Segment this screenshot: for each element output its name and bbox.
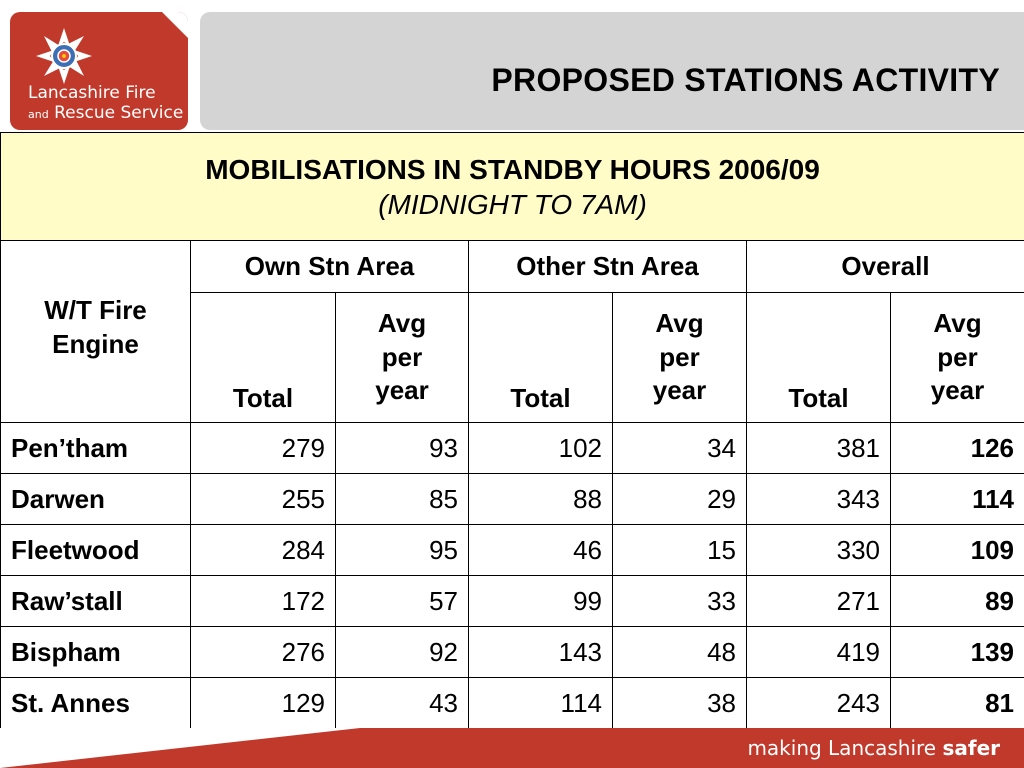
- footer-decoration: [0, 728, 360, 768]
- own-total: 129: [190, 677, 336, 729]
- own-total: 276: [190, 626, 336, 678]
- station-name: Darwen: [0, 473, 191, 525]
- own-avg: 57: [335, 575, 469, 627]
- station-name: St. Annes: [0, 677, 191, 729]
- group-header-overall: Overall: [745, 240, 1024, 293]
- table-caption: MOBILISATIONS IN STANDBY HOURS 2006/09 (…: [0, 132, 1024, 241]
- title-bar: PROPOSED STATIONS ACTIVITY: [200, 12, 1024, 130]
- subheader-other-total: Total: [468, 292, 613, 423]
- other-avg: 33: [612, 575, 747, 627]
- group-header-other: Other Stn Area: [468, 240, 747, 293]
- avg-line-1: Avg: [377, 307, 427, 338]
- own-total: 172: [190, 575, 336, 627]
- page-title: PROPOSED STATIONS ACTIVITY: [491, 62, 1000, 98]
- own-total: 279: [190, 422, 336, 474]
- station-name: Raw’stall: [0, 575, 191, 627]
- overall-avg: 109: [889, 524, 1024, 576]
- logo-line-1: Lancashire Fire: [28, 83, 156, 103]
- overall-total: 419: [746, 626, 891, 678]
- avg-line-2: per: [659, 341, 700, 372]
- group-header-own: Own Stn Area: [190, 240, 469, 293]
- own-total: 255: [190, 473, 336, 525]
- other-total: 88: [468, 473, 613, 525]
- overall-avg: 89: [889, 575, 1024, 627]
- footer-tagline: making Lancashire safer: [747, 736, 1000, 760]
- row-header-line-2: Engine: [52, 328, 139, 359]
- avg-line-2: per: [381, 341, 423, 372]
- other-avg: 15: [612, 524, 747, 576]
- other-avg: 48: [612, 626, 747, 678]
- tagline-bold: safer: [942, 736, 1000, 760]
- station-name: Bispham: [0, 626, 191, 678]
- avg-line-3: year: [930, 375, 985, 406]
- overall-avg: 126: [889, 422, 1024, 474]
- subheader-own-avg: Avg per year: [335, 292, 469, 423]
- logo-and: and: [28, 107, 49, 121]
- row-header-line-1: W/T Fire: [44, 294, 147, 325]
- avg-line-3: year: [375, 375, 429, 406]
- table-row: Bispham 276 92 143 48 419 139: [0, 626, 1024, 678]
- other-total: 46: [468, 524, 613, 576]
- avg-line-1: Avg: [655, 307, 704, 338]
- overall-avg: 114: [889, 473, 1024, 525]
- subheader-own-total: Total: [190, 292, 336, 423]
- table-row: St. Annes 129 43 114 38 243 81: [0, 677, 1024, 729]
- table-row: Pen’tham 279 93 102 34 381 126: [0, 422, 1024, 474]
- caption-subtitle: (MIDNIGHT TO 7AM): [378, 188, 647, 220]
- subheader-overall-total: Total: [746, 292, 891, 423]
- overall-total: 330: [746, 524, 891, 576]
- own-avg: 95: [335, 524, 469, 576]
- row-header-cell: W/T Fire Engine: [0, 240, 191, 423]
- other-total: 143: [468, 626, 613, 678]
- overall-total: 343: [746, 473, 891, 525]
- overall-total: 381: [746, 422, 891, 474]
- logo-line-2-rest: Rescue Service: [54, 102, 184, 123]
- other-total: 99: [468, 575, 613, 627]
- own-avg: 93: [335, 422, 469, 474]
- avg-line-3: year: [652, 375, 707, 406]
- station-name: Pen’tham: [0, 422, 191, 474]
- other-avg: 38: [612, 677, 747, 729]
- table-row: Fleetwood 284 95 46 15 330 109: [0, 524, 1024, 576]
- logo-corner-decoration: [162, 12, 188, 38]
- logo-line-2: and Rescue Service: [28, 102, 184, 124]
- own-total: 284: [190, 524, 336, 576]
- tagline-text: making Lancashire: [747, 736, 937, 760]
- subheader-other-avg: Avg per year: [612, 292, 747, 423]
- avg-line-2: per: [937, 341, 978, 372]
- station-name: Fleetwood: [0, 524, 191, 576]
- own-avg: 92: [335, 626, 469, 678]
- overall-total: 243: [746, 677, 891, 729]
- other-avg: 34: [612, 422, 747, 474]
- other-total: 114: [468, 677, 613, 729]
- caption-title: MOBILISATIONS IN STANDBY HOURS 2006/09: [205, 153, 820, 185]
- logo-wordmark: Lancashire Fire and Rescue Service: [28, 83, 184, 124]
- other-avg: 29: [612, 473, 747, 525]
- footer-bar: making Lancashire safer: [0, 728, 1024, 768]
- mobilisations-table: MOBILISATIONS IN STANDBY HOURS 2006/09 (…: [0, 132, 1024, 729]
- subheader-overall-avg: Avg per year: [889, 292, 1024, 423]
- overall-avg: 81: [889, 677, 1024, 729]
- other-total: 102: [468, 422, 613, 474]
- overall-avg: 139: [889, 626, 1024, 678]
- overall-total: 271: [746, 575, 891, 627]
- avg-line-1: Avg: [933, 307, 982, 338]
- own-avg: 85: [335, 473, 469, 525]
- own-avg: 43: [335, 677, 469, 729]
- fire-service-emblem-icon: [36, 28, 92, 84]
- brand-logo: Lancashire Fire and Rescue Service: [10, 12, 188, 130]
- table-row: Raw’stall 172 57 99 33 271 89: [0, 575, 1024, 627]
- table-row: Darwen 255 85 88 29 343 114: [0, 473, 1024, 525]
